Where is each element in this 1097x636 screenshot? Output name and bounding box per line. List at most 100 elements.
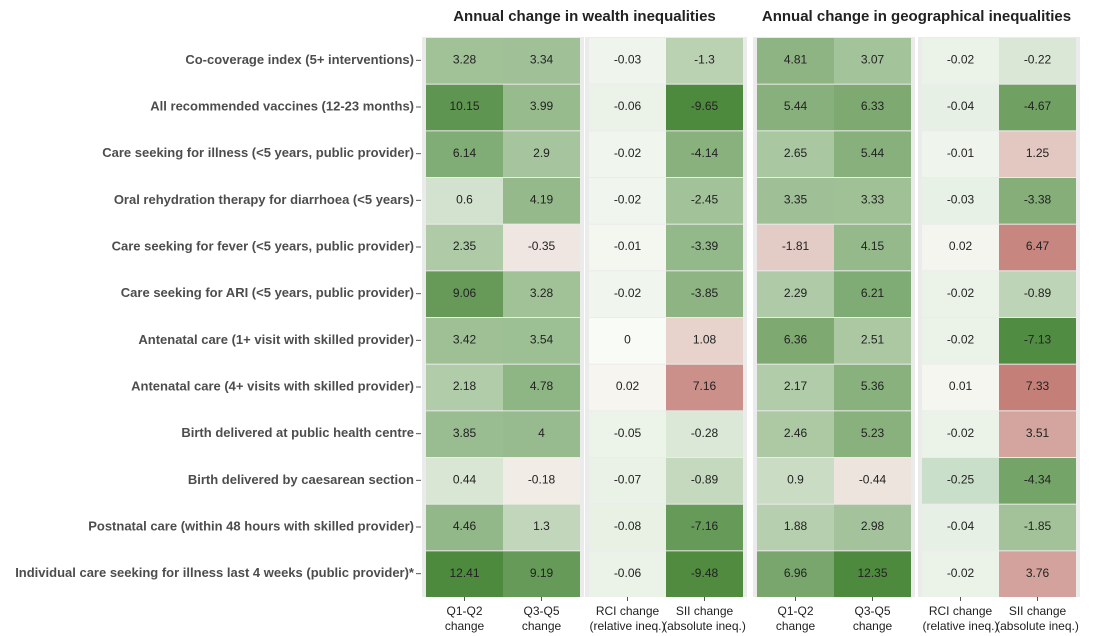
x-tick-label: SII change (absolute ineq.): [663, 604, 746, 633]
heat-cell: [666, 224, 743, 271]
row-label: Postnatal care (within 48 hours with ski…: [88, 518, 414, 533]
row-label: Care seeking for ARI (<5 years, public p…: [121, 285, 414, 300]
cell-label: -0.01: [614, 239, 642, 253]
heat-cell: [834, 84, 911, 131]
x-tick-label: Q3-Q5 change: [521, 604, 562, 633]
heat-cell: [666, 411, 743, 457]
row-label: Antenatal care (4+ visits with skilled p…: [131, 378, 414, 393]
cell-label: -0.89: [691, 473, 719, 487]
heat-cell: [999, 504, 1076, 551]
heat-cell: [426, 364, 503, 411]
cell-label: 6.14: [453, 146, 477, 160]
heat-cell: [666, 84, 743, 131]
row-label: Care seeking for fever (<5 years, public…: [112, 238, 414, 253]
cell-label: -0.02: [614, 193, 642, 207]
x-tick-label: RCI change (relative ineq.): [589, 604, 666, 633]
heat-cell: [426, 318, 503, 364]
heat-cell: [757, 504, 834, 551]
heat-cell: [834, 504, 911, 551]
cell-label: -4.14: [691, 146, 719, 160]
x-tick-label: Q1-Q2 change: [775, 604, 816, 633]
group-title: Annual change in wealth inequalities: [453, 8, 716, 25]
heat-cell: [589, 504, 666, 551]
cell-label: 9.19: [530, 566, 554, 580]
heat-cell: [589, 271, 666, 317]
heat-cell: [834, 271, 911, 317]
cell-label: 2.17: [784, 379, 808, 393]
heat-cell: [757, 178, 834, 224]
cell-label: -0.22: [1024, 53, 1052, 67]
cell-label: 6.33: [861, 99, 885, 113]
heat-cell: [999, 318, 1076, 364]
heat-cell: [999, 224, 1076, 271]
row-label: Co-coverage index (5+ interventions): [185, 52, 414, 67]
cell-label: -0.01: [947, 146, 975, 160]
cell-label: 7.33: [1026, 379, 1050, 393]
heat-cell: [999, 178, 1076, 224]
cell-label: 2.29: [784, 286, 808, 300]
heat-cell: [503, 411, 580, 457]
heat-cell: [922, 318, 999, 364]
cell-label: 2.65: [784, 146, 808, 160]
cell-label: 0.02: [949, 239, 973, 253]
heat-cell: [589, 224, 666, 271]
cell-label: 0.01: [949, 379, 973, 393]
heat-cell: [666, 178, 743, 224]
heat-cell: [999, 551, 1076, 597]
cell-label: 12.41: [449, 566, 479, 580]
heat-cell: [834, 364, 911, 411]
cell-label: -0.04: [947, 99, 975, 113]
cell-label: 2.51: [861, 333, 885, 347]
row-label: Birth delivered by caesarean section: [188, 472, 414, 487]
cell-label: 7.16: [693, 379, 717, 393]
heat-cell: [757, 224, 834, 271]
heat-cell: [757, 364, 834, 411]
x-tick-label: RCI change (relative ineq.): [922, 604, 999, 633]
cell-label: -0.35: [528, 239, 556, 253]
cell-label: 3.35: [784, 193, 808, 207]
cell-label: 0.44: [453, 473, 477, 487]
heat-cell: [666, 38, 743, 84]
cell-label: -0.04: [947, 519, 975, 533]
heat-cell: [834, 458, 911, 504]
heat-cell: [922, 38, 999, 84]
cell-label: -3.85: [691, 286, 719, 300]
cell-label: 2.18: [453, 379, 477, 393]
row-label: Individual care seeking for illness last…: [15, 565, 415, 580]
cell-label: -2.45: [691, 193, 719, 207]
cell-label: -1.81: [782, 239, 810, 253]
heat-cell: [503, 224, 580, 271]
heat-cell: [834, 551, 911, 597]
cell-label: -4.34: [1024, 473, 1052, 487]
cell-label: 1.88: [784, 519, 808, 533]
cell-label: 1.3: [533, 519, 550, 533]
heat-cell: [503, 271, 580, 317]
cell-label: 3.28: [453, 53, 477, 67]
cell-label: -0.08: [614, 519, 642, 533]
heat-cell: [757, 458, 834, 504]
heat-cell: [999, 131, 1076, 177]
cell-label: -0.25: [947, 473, 975, 487]
heat-cell: [922, 131, 999, 177]
cell-label: -0.03: [947, 193, 975, 207]
cell-label: -0.18: [528, 473, 556, 487]
heat-cell: [922, 224, 999, 271]
cell-label: 3.76: [1026, 566, 1050, 580]
heat-cell: [757, 131, 834, 177]
heat-cell: [589, 551, 666, 597]
heat-cell: [426, 551, 503, 597]
heat-cell: [834, 131, 911, 177]
heat-cell: [503, 178, 580, 224]
heat-cell: [426, 178, 503, 224]
heat-cell: [426, 84, 503, 131]
heat-cell: [922, 271, 999, 317]
heat-cell: [503, 318, 580, 364]
heat-cell: [426, 504, 503, 551]
cell-label: -4.67: [1024, 99, 1052, 113]
heat-cell: [426, 131, 503, 177]
cell-label: 3.33: [861, 193, 885, 207]
cell-label: -0.06: [614, 99, 642, 113]
heat-cell: [503, 38, 580, 84]
heat-cell: [666, 364, 743, 411]
heat-cell: [999, 411, 1076, 457]
